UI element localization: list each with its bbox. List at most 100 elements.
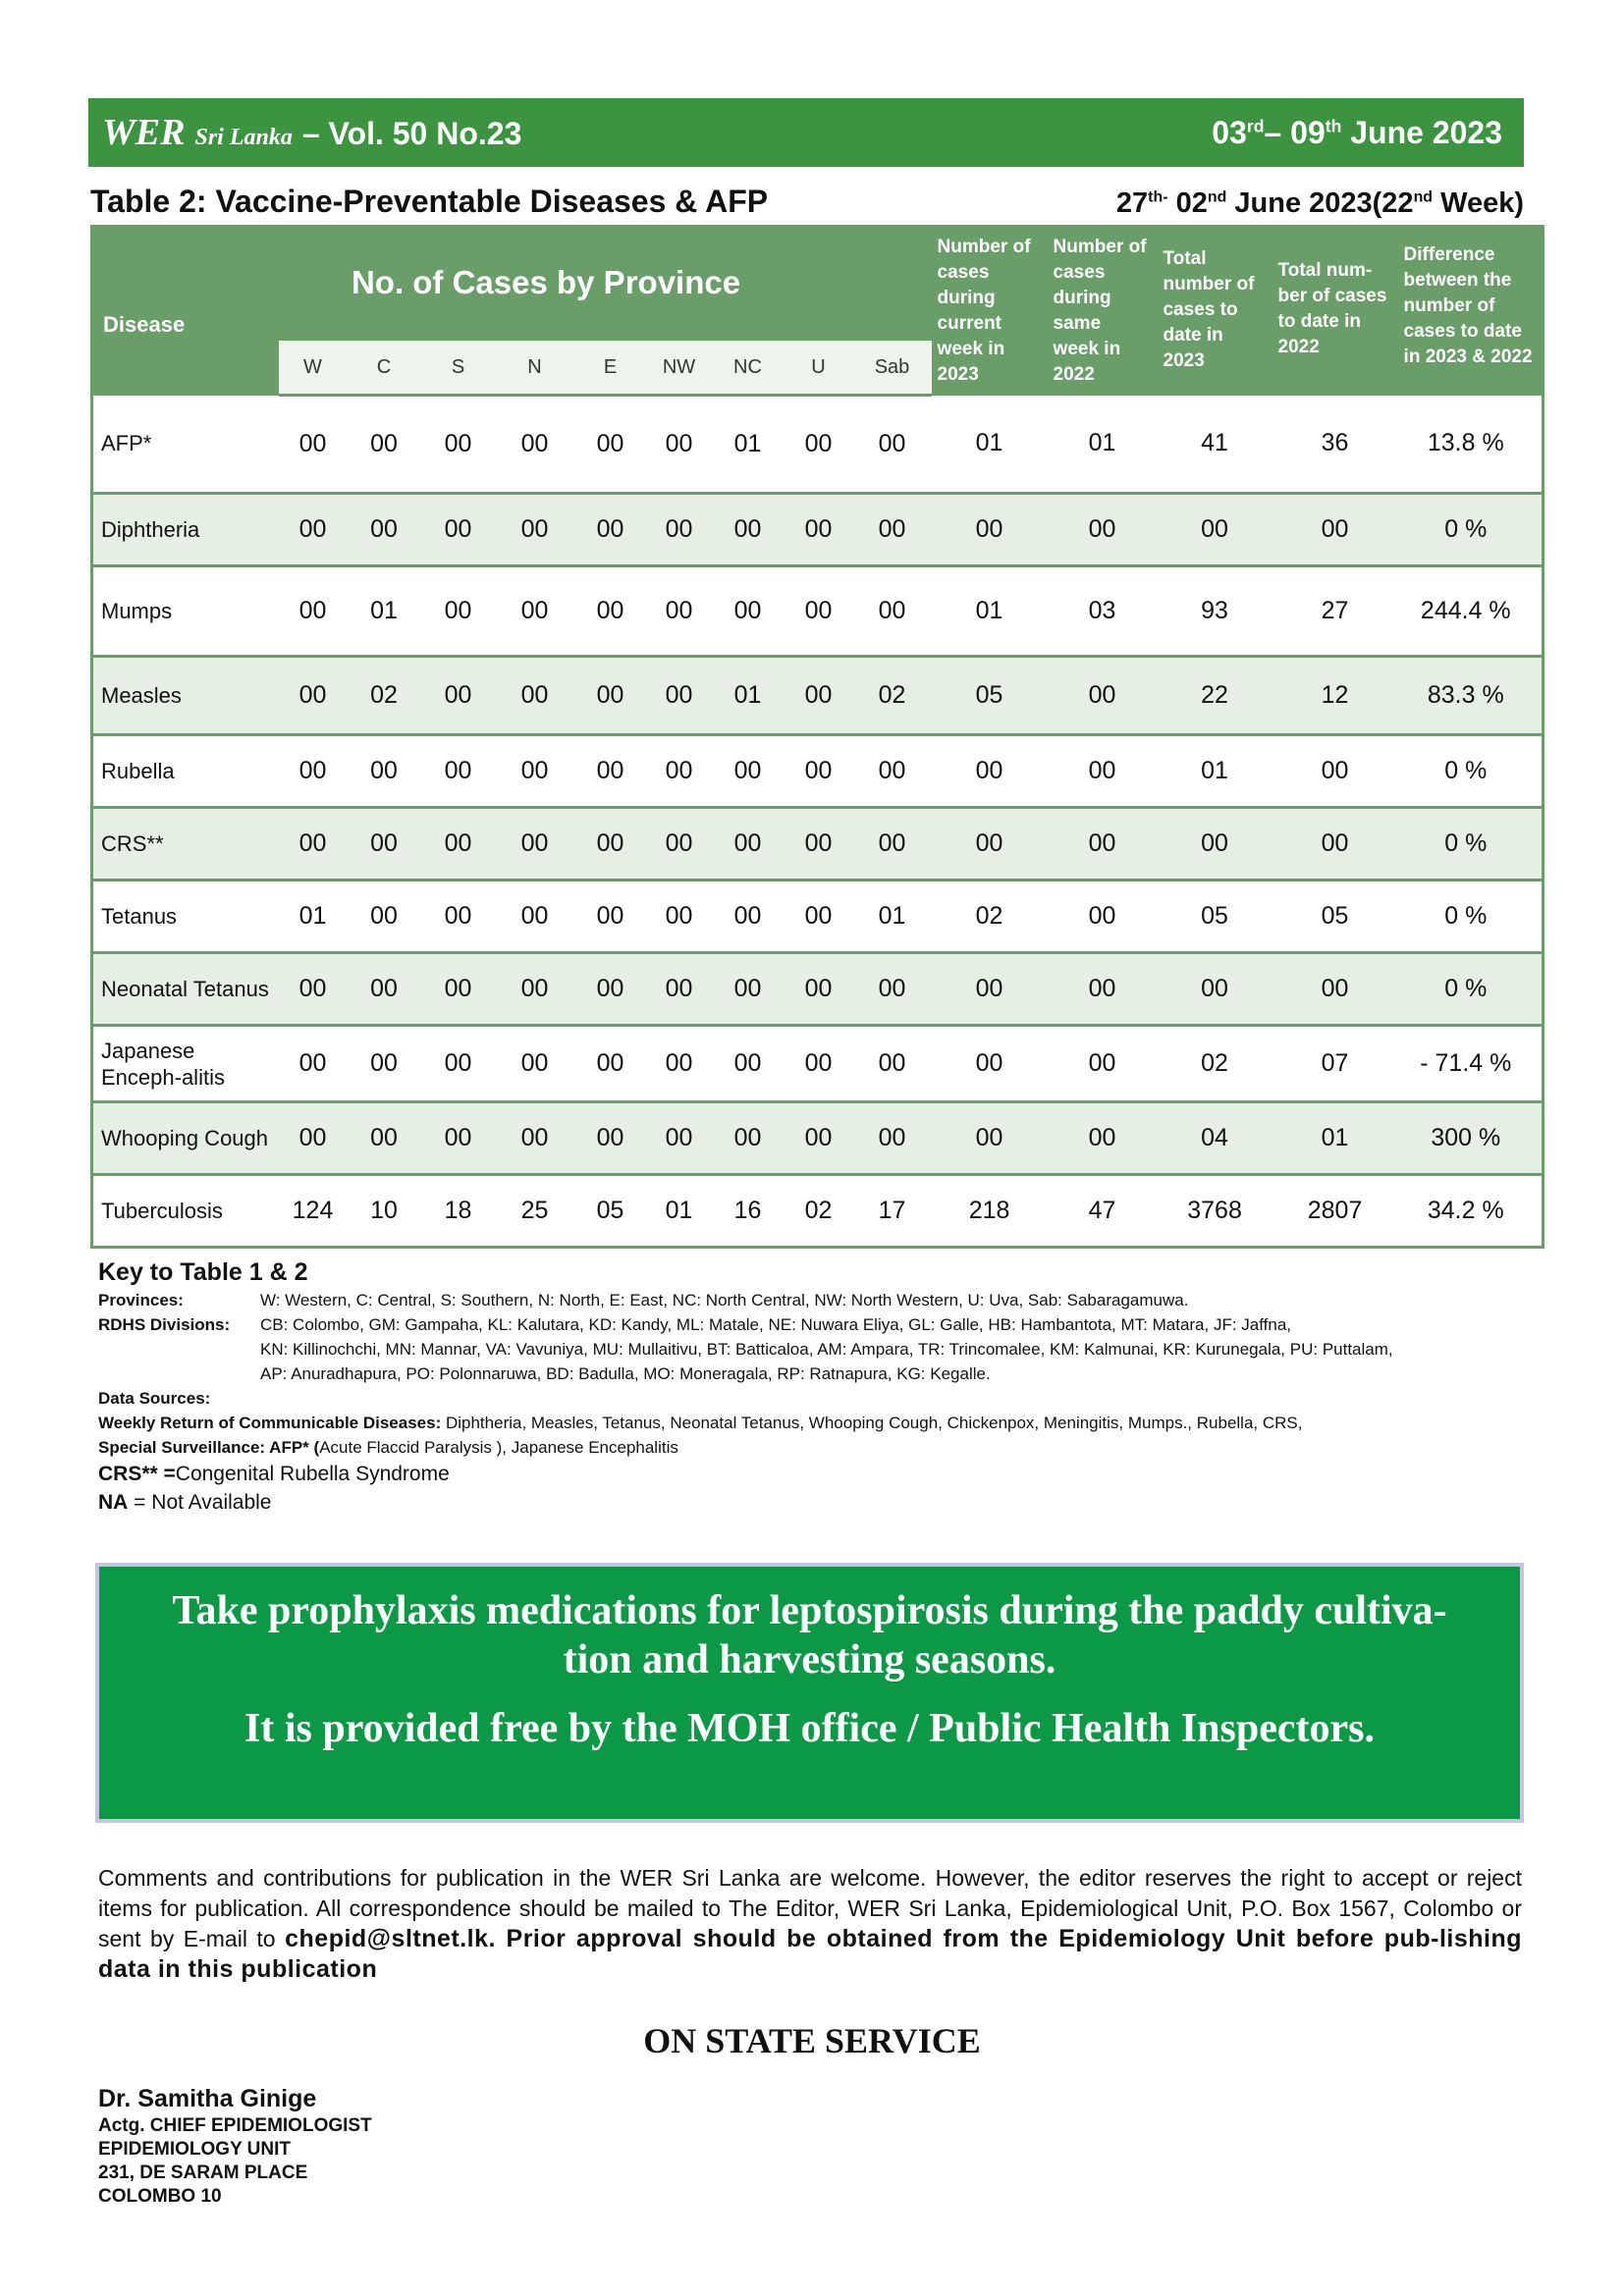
cell-value: 00 — [347, 493, 421, 567]
publication-country: Sri Lanka — [194, 125, 293, 150]
cell-value: 00 — [495, 493, 574, 567]
cell-value: 13.8 % — [1397, 395, 1543, 495]
cell-value: 00 — [1047, 1101, 1158, 1176]
comments-bold: chepid@sltnet.lk. Prior approval should … — [98, 1925, 1523, 1983]
cell-value: 3768 — [1157, 1174, 1272, 1249]
vaccine-preventable-diseases-table: Disease No. of Cases by Province Number … — [90, 225, 1545, 1249]
col-difference: Difference between the number of cases t… — [1397, 225, 1543, 396]
province-col-c: C — [347, 341, 421, 397]
col-current-week: Number of cases during current week in 2… — [931, 225, 1048, 396]
disease-name: Whooping Cough — [91, 1101, 279, 1176]
cell-value: 00 — [646, 734, 712, 809]
cell-value: 00 — [711, 565, 785, 658]
cell-value: 00 — [1272, 493, 1398, 567]
table-body: AFP* 00 00 00 00 00 00 01 00 00 01 01 41 36 13.8 % Diph… — [91, 395, 1543, 1249]
publication-name: WER — [102, 112, 186, 153]
disease-name: Rubella — [91, 734, 279, 809]
cell-value: 01 — [278, 880, 348, 954]
cell-value: 00 — [1047, 734, 1158, 809]
cell-value: 00 — [711, 1101, 785, 1176]
cell-value: 00 — [573, 565, 647, 658]
cell-value: 01 — [1047, 395, 1158, 495]
signatory-unit: EPIDEMIOLOGY UNIT — [98, 2139, 292, 2160]
cell-value: 00 — [278, 656, 348, 736]
cell-value: 00 — [1272, 807, 1398, 881]
table-key: Key to Table 1 & 2 Provinces: W: Western,… — [98, 1256, 1532, 1517]
cell-value: 00 — [784, 565, 853, 658]
cell-value: 00 — [711, 807, 785, 881]
cell-value: 83.3 % — [1397, 656, 1543, 736]
cell-value: 0 % — [1397, 952, 1543, 1027]
disease-name: Measles — [91, 656, 279, 736]
province-col-s: S — [420, 341, 496, 397]
cell-value: 00 — [420, 1025, 496, 1103]
province-col-nw: NW — [646, 341, 712, 397]
cell-value: 00 — [278, 1101, 348, 1176]
signatory-city: COLOMBO 10 — [98, 2186, 222, 2207]
cell-value: 00 — [278, 493, 348, 567]
cell-value: 00 — [420, 493, 496, 567]
table-row: Rubella 00 00 00 00 00 00 00 00 00 00 00 01 00 0 % — [91, 734, 1543, 809]
col-same-week: Number of cases during same week in 2022 — [1047, 225, 1158, 396]
cell-value: 00 — [1157, 807, 1272, 881]
cell-value: 244.4 % — [1397, 565, 1543, 658]
table-row: Japanese Enceph-alitis 00 00 00 00 00 00 00 00 00… — [91, 1025, 1543, 1103]
notice-line-1: Take prophylaxis medications for leptosp… — [172, 1588, 1447, 1682]
signatory-title: Actg. CHIEF EPIDEMIOLOGIST — [98, 2115, 372, 2136]
issue-date: 03rd– 09th June 2023 — [1212, 114, 1502, 150]
cell-value: 00 — [278, 395, 348, 495]
cell-value: 00 — [784, 807, 853, 881]
cell-value: 00 — [420, 656, 496, 736]
cell-value: 47 — [1047, 1174, 1158, 1249]
col-total-2023: Total number of cases to date in 2023 — [1157, 225, 1272, 396]
cell-value: 00 — [931, 807, 1048, 881]
cell-value: 07 — [1272, 1025, 1398, 1103]
cell-value: 00 — [573, 395, 647, 495]
cell-value: 00 — [495, 734, 574, 809]
cell-value: 00 — [495, 880, 574, 954]
cell-value: 05 — [1272, 880, 1398, 954]
cell-value: 05 — [573, 1174, 647, 1249]
province-col-u: U — [784, 341, 853, 397]
cell-value: 00 — [646, 565, 712, 658]
cell-value: 00 — [573, 807, 647, 881]
cell-value: 2807 — [1272, 1174, 1398, 1249]
table-title-row: Table 2: Vaccine-Preventable Diseases & … — [90, 177, 1524, 220]
cell-value: 0 % — [1397, 493, 1543, 567]
cell-value: 02 — [1157, 1025, 1272, 1103]
cell-value: 41 — [1157, 395, 1272, 495]
key-title: Key to Table 1 & 2 — [98, 1258, 308, 1286]
disease-name: Mumps — [91, 565, 279, 658]
table-row: Tuberculosis 124 10 18 25 05 01 16 02 17 218 47 3768… — [91, 1174, 1543, 1249]
table-row: Mumps 00 01 00 00 00 00 00 00 00 01 03 93 27 244.4 % — [91, 565, 1543, 658]
cell-value: 00 — [347, 952, 421, 1027]
cell-value: 04 — [1157, 1101, 1272, 1176]
cell-value: 00 — [646, 807, 712, 881]
key-crs: CRS** =Congenital Rubella Syndrome — [98, 1463, 450, 1485]
col-province-title: No. of Cases by Province — [278, 225, 932, 341]
table-row: Whooping Cough 00 00 00 00 00 00 00 00 00 00 00 04 01… — [91, 1101, 1543, 1176]
cell-value: 00 — [784, 493, 853, 567]
cell-value: 00 — [1047, 880, 1158, 954]
key-weekly: Weekly Return of Communicable Diseases: … — [98, 1414, 1303, 1432]
cell-value: 00 — [784, 952, 853, 1027]
table-row: Measles 00 02 00 00 00 00 01 00 02 05 00 22 12 83.3 % — [91, 656, 1543, 736]
col-disease: Disease — [91, 225, 279, 396]
cell-value: 00 — [573, 734, 647, 809]
cell-value: 00 — [646, 1101, 712, 1176]
notice-line-2: It is provided free by the MOH office / … — [244, 1706, 1376, 1751]
leptospirosis-notice: Take prophylaxis medications for leptosp… — [95, 1563, 1524, 1823]
cell-value: 0 % — [1397, 880, 1543, 954]
cell-value: 17 — [852, 1174, 932, 1249]
cell-value: 18 — [420, 1174, 496, 1249]
cell-value: 00 — [420, 807, 496, 881]
cell-value: 00 — [420, 565, 496, 658]
cell-value: 00 — [711, 493, 785, 567]
on-state-service: ON STATE SERVICE — [643, 2021, 981, 2060]
cell-value: 00 — [852, 565, 932, 658]
cell-value: 02 — [347, 656, 421, 736]
cell-value: 00 — [931, 952, 1048, 1027]
comments-text: Comments and contributions for publicati… — [98, 1865, 1522, 1951]
cell-value: 00 — [1047, 1025, 1158, 1103]
cell-value: 36 — [1272, 395, 1398, 495]
